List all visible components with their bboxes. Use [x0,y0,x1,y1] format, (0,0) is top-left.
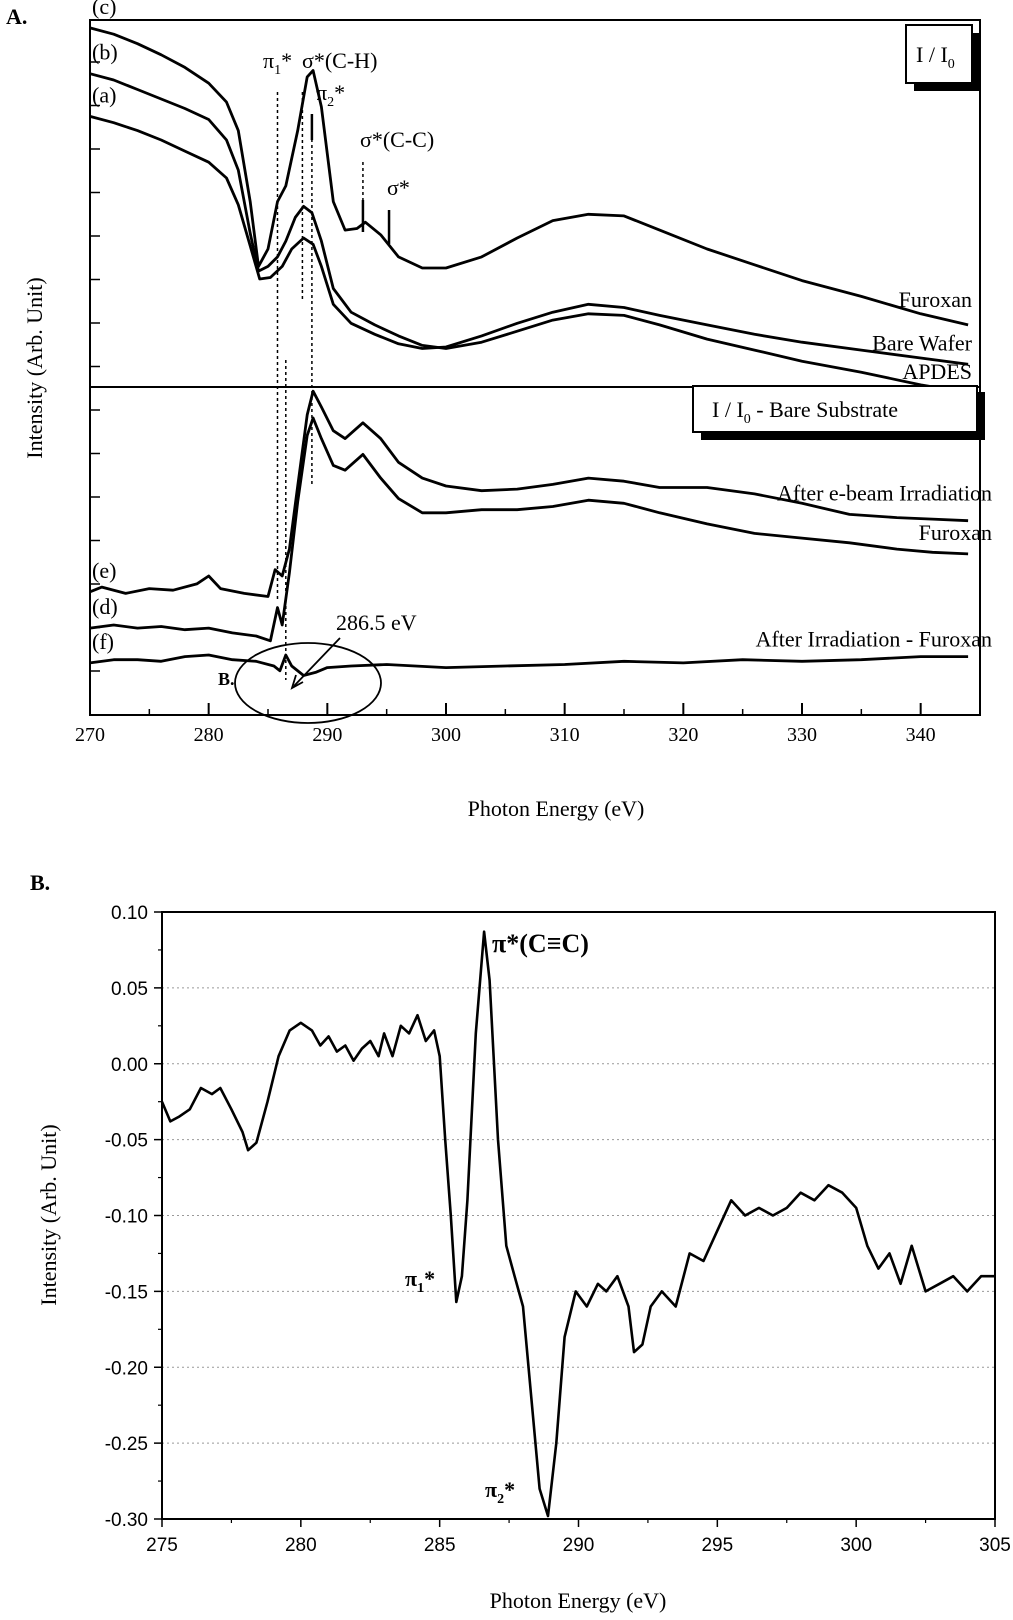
a-x-tick-label: 300 [431,724,461,746]
b-marker-label: B. [218,669,235,689]
sigma-ch-label: σ*(C-H) [302,48,377,73]
b-x-tick-label: 285 [424,1535,456,1556]
sigma-label: σ* [387,175,410,200]
a-series-name-label: Furoxan [899,287,972,312]
lower-box [692,385,978,433]
a-series-name-label: After Irradiation - Furoxan [756,627,992,652]
a-x-tick-label: 330 [787,724,817,746]
b-x-tick-label: 290 [563,1535,595,1556]
pi-star-cc-label: π*(C≡C) [492,929,589,958]
upper-box-label: I / I0 [916,42,955,72]
a-x-tick-label: 310 [550,724,580,746]
panel-a-label: A. [6,4,28,29]
a-series-tag-label: (a) [92,82,116,107]
a-series-tag-label: (d) [92,594,118,619]
ev-annotation-label: 286.5 eV [336,610,417,635]
a-series-tag-label: (e) [92,558,116,583]
b-y-tick-label: -0.25 [105,1434,148,1455]
panel-a-x-axis-title: Photon Energy (eV) [468,796,645,821]
a-series-line [89,416,969,643]
b-y-tick-label: -0.10 [105,1207,148,1228]
b-x-tick-label: 275 [146,1535,178,1556]
a-series-line [89,389,969,598]
b-x-tick-label: 295 [701,1535,733,1556]
a-x-tick-label: 280 [194,724,224,746]
a-series-line [89,115,969,366]
pi1-star-label: π1* [263,48,292,78]
lower-box-label: I / I0 - Bare Substrate [712,397,898,427]
b-y-tick-label: 0.00 [111,1055,148,1076]
b-y-tick-label: -0.05 [105,1131,148,1152]
a-series-tag-label: (b) [92,40,118,65]
a-series-tag-label: (c) [92,0,116,19]
ev-annotation-arrowhead [290,674,304,690]
b-x-tick-label: 280 [285,1535,317,1556]
panel-b-y-axis-title: Intensity (Arb. Unit) [36,1124,61,1305]
panel-b-chart: 0.10 0.05 0.00 -0.05 -0.10 -0.15 -0.20 -0.25 -0.… [36,903,1011,1613]
a-series-line [89,72,969,395]
b-y-tick-label: -0.20 [105,1358,148,1379]
b-y-tick-label: 0.10 [111,903,148,924]
a-x-tick-label: 290 [312,724,342,746]
a-series-name-label: After e-beam Irradiation [777,481,992,506]
b-y-tick-label: -0.30 [105,1510,148,1531]
pi2-star-label: π2* [316,80,345,110]
a-x-tick-label: 340 [906,724,936,746]
panel-a-chart: 270 280 290 300 310 320 330 340 Furoxan(c)APDES… [22,0,992,821]
panel-b-x-axis-title: Photon Energy (eV) [490,1588,667,1613]
a-x-tick-label: 320 [668,724,698,746]
a-series-line [89,26,969,327]
b-x-tick-label: 305 [979,1535,1011,1556]
a-x-tick-label: 270 [75,724,105,746]
b-x-tick-label: 300 [840,1535,872,1556]
b-pi1-label: π1* [405,1266,435,1296]
b-pi2-label: π2* [485,1477,515,1507]
panel-a-plot-frame [89,19,981,716]
b-series-line [160,930,995,1518]
ev-annotation-arrow [293,637,341,687]
a-series-line [89,653,969,677]
a-series-tag-label: (f) [92,629,114,654]
sigma-cc-label: σ*(C-C) [360,127,434,152]
panel-a-y-axis-title: Intensity (Arb. Unit) [22,277,47,458]
b-y-tick-label: 0.05 [111,979,148,1000]
a-series-name-label: Furoxan [919,520,992,545]
a-series-name-label: Bare Wafer [872,330,972,355]
upper-box [905,24,973,84]
b-y-tick-label: -0.15 [105,1282,148,1303]
highlight-ellipse [234,642,382,724]
panel-b-label: B. [30,870,51,895]
